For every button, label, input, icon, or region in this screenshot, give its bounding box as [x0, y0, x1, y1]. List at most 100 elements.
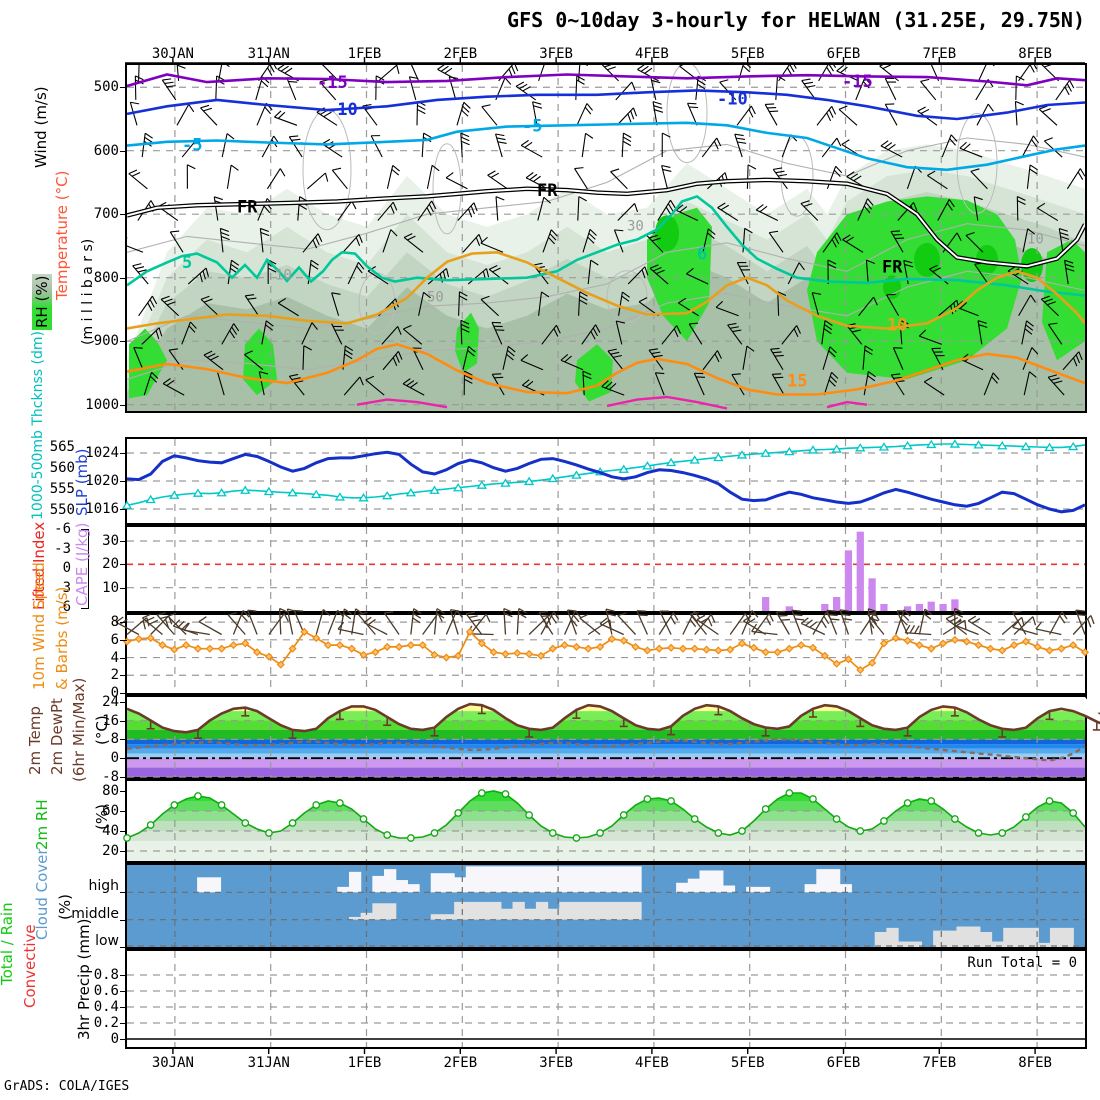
top-date-axis: 30JAN 31JAN 1FEB 2FEB 3FEB 4FEB 5FEB 6FEB 7FEB 8F… [0, 46, 1100, 64]
date-tick-31jan: 31JAN [247, 1055, 290, 1071]
svg-text:-5: -5 [182, 135, 202, 155]
label-precip-axis: 3hr Precip (mm) [75, 918, 93, 1040]
wind-tick-2: 2 [110, 667, 119, 684]
run-total-label: Run Total = 0 [967, 955, 1077, 971]
date-tick-5feb: 5FEB [730, 46, 765, 62]
tick-mark [120, 277, 127, 279]
svg-text:-10: -10 [327, 100, 358, 120]
label-cape: CAPE (J/kg) [73, 522, 91, 606]
precip-tick-0p4: 0.4 [93, 999, 119, 1015]
rh2m-tick-20: 20 [102, 843, 119, 859]
wind-tick-4: 4 [110, 649, 119, 666]
lifted-index-tick-3: 3 [62, 579, 71, 596]
pressure-tick-900: 900 [93, 333, 119, 350]
tick-mark [120, 791, 127, 792]
wind-tick-6: 6 [110, 631, 119, 648]
panel-2m-temp: 24 16 8 0 -8 [102, 694, 1100, 785]
label-pressure-axis: (m i l l i b a r s) [80, 238, 96, 345]
rh2m-tick-80: 80 [102, 783, 119, 799]
svg-text:15: 15 [787, 372, 807, 392]
wind-tick-8: 8 [110, 614, 119, 631]
svg-text:50: 50 [427, 290, 444, 306]
precip-tick-0p6: 0.6 [93, 983, 119, 999]
rh-legend-swatch: RH (%) [32, 273, 52, 330]
cape-tick-30: 30 [102, 533, 119, 549]
tick-mark [120, 919, 127, 921]
temp2m-tick-16: 16 [102, 712, 119, 729]
tick-mark [120, 87, 127, 89]
tick-mark [120, 739, 127, 741]
date-tick-2feb: 2FEB [443, 46, 478, 62]
rh2m-tick-40: 40 [102, 823, 119, 839]
date-tick-7feb: 7FEB [922, 46, 957, 62]
date-tick-8feb: 8FEB [1018, 1055, 1052, 1071]
svg-text:FR: FR [882, 257, 903, 277]
precip-tick-0p8: 0.8 [93, 967, 119, 983]
panel-2m-rh: 80 60 40 20 [102, 779, 1087, 863]
lifted-index-tick-6: 6 [62, 599, 71, 615]
tick-mark [120, 404, 127, 406]
precip-tick-0p2: 0.2 [93, 1015, 119, 1031]
svg-text:-5: -5 [522, 116, 542, 136]
svg-text:5: 5 [182, 253, 192, 273]
tick-mark [120, 564, 127, 566]
panel-upper-air: 10 30 50 10 -15 -15 -10 -10 -5 -5 FR FR FR 5 6 10 15 500… [85, 63, 1087, 413]
slp-tick-1020: 1020 [85, 473, 119, 489]
pressure-tick-700: 700 [93, 206, 119, 223]
panel-cape-lifted-index: -6 -3 0 3 6 30 20 10 [54, 521, 1087, 615]
tick-mark [120, 341, 127, 343]
page-title: GFS 0~10day 3-hourly for HELWAN (31.25E,… [507, 8, 1085, 32]
label-2m-minmax: (6hr Min/Max) [70, 677, 88, 782]
panel-cloud-cover: high middle low [71, 863, 1087, 949]
pressure-tick-1000: 1000 [85, 396, 119, 413]
label-2m-rh-units: (%) [93, 804, 111, 830]
slp-tick-1016: 1016 [85, 501, 119, 517]
tick-mark [120, 150, 127, 152]
panel-slp-thickness: 565 560 555 550 1024 1020 1016 [50, 437, 1087, 525]
temp2m-tick-0: 0 [110, 750, 119, 767]
lifted-index-bracket [81, 529, 89, 609]
svg-text:FR: FR [537, 181, 558, 201]
date-tick-1feb: 1FEB [347, 46, 382, 62]
tick-mark [120, 657, 127, 659]
panel-precip: Run Total = 0 0.8 0.6 0.4 0.2 0 [94, 949, 1087, 1049]
thickness-tick-565: 565 [49, 439, 75, 456]
svg-text:6: 6 [697, 245, 707, 265]
tick-mark [120, 453, 127, 454]
wind-tick-0: 0 [110, 685, 119, 701]
temp2m-tick-24: 24 [102, 693, 119, 710]
lifted-index-tick-0: 0 [62, 560, 71, 576]
date-tick-30jan: 30JAN [151, 46, 194, 62]
label-temperature: Temperature (°C) [53, 170, 71, 300]
tick-mark [120, 214, 127, 216]
thickness-tick-555: 555 [49, 481, 75, 498]
lifted-index-tick-neg3: -3 [54, 540, 71, 557]
label-2m-temp-units: (°C) [93, 715, 111, 745]
tick-mark [120, 947, 127, 948]
svg-text:10: 10 [1027, 231, 1044, 247]
tick-mark [120, 758, 127, 760]
label-cloud-cover-units: (%) [56, 894, 74, 920]
tick-mark [120, 892, 127, 894]
cloud-row-label-low: low [95, 933, 119, 949]
svg-text:FR: FR [237, 198, 258, 218]
cape-tick-10: 10 [102, 579, 119, 596]
label-wind-speed: 10m Wind Speed [30, 562, 48, 690]
tick-mark [120, 693, 127, 694]
date-tick-3feb: 3FEB [539, 1055, 573, 1071]
tick-mark [120, 1023, 127, 1024]
pressure-tick-800: 800 [93, 269, 119, 286]
tick-mark [120, 1039, 127, 1040]
slp-tick-1024: 1024 [85, 445, 119, 461]
label-2m-temp: 2m Temp [26, 706, 44, 775]
rh2m-tick-60: 60 [102, 803, 119, 819]
cloud-row-label-high: high [88, 878, 119, 895]
label-slp: SLP (mb) [73, 448, 91, 516]
date-tick-6feb: 6FEB [826, 46, 861, 62]
tick-mark [120, 831, 127, 832]
date-tick-7feb: 7FEB [922, 1055, 957, 1071]
date-tick-2feb: 2FEB [443, 1055, 478, 1071]
date-tick-8feb: 8FEB [1018, 46, 1052, 62]
tick-mark [120, 639, 127, 641]
pressure-tick-500: 500 [93, 79, 119, 96]
